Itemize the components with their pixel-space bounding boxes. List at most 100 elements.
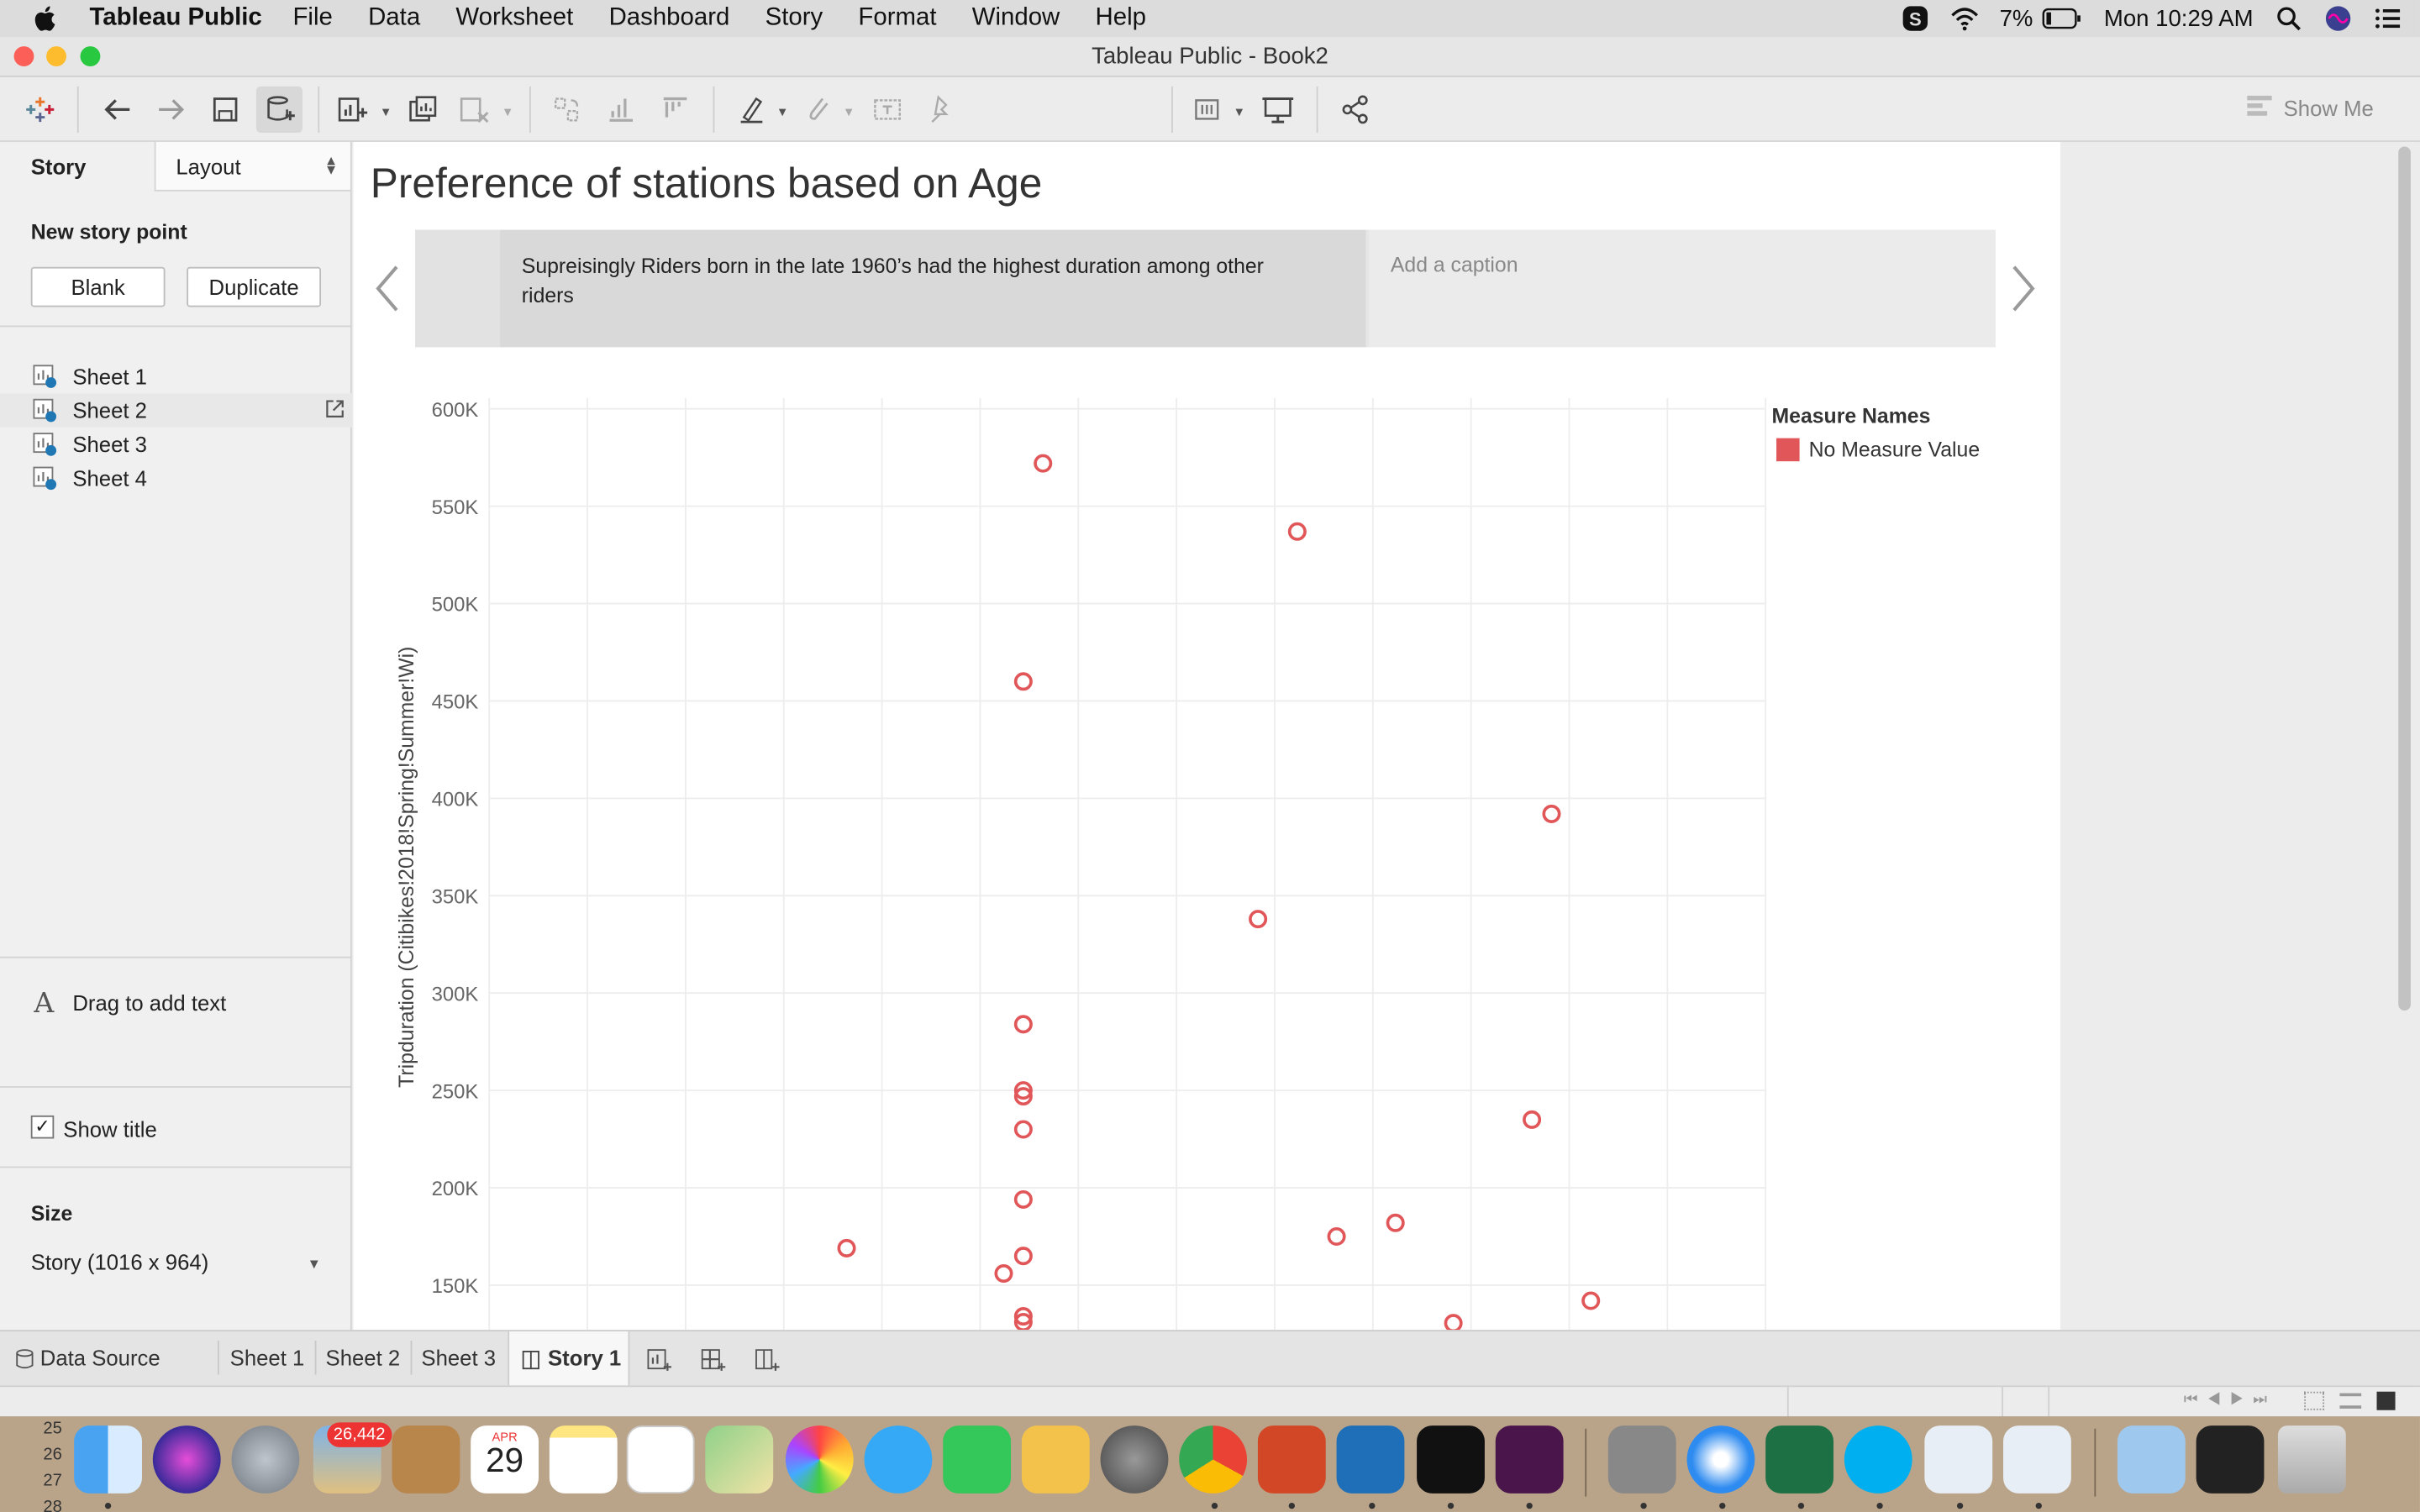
scatter-point[interactable] (1013, 1307, 1033, 1326)
folder-dock-icon[interactable] (2117, 1425, 2186, 1494)
clear-sheet-icon[interactable] (454, 90, 494, 130)
sort-descending-icon[interactable] (655, 90, 695, 130)
next-story-point-icon[interactable] (2008, 262, 2039, 314)
tab-story-1[interactable]: Story 1 (548, 1345, 622, 1370)
show-me-button[interactable]: Show Me (2246, 95, 2374, 120)
swap-rows-columns-icon[interactable] (546, 90, 587, 130)
scatter-point[interactable] (1386, 1213, 1405, 1232)
powerpoint-dock-icon[interactable] (1257, 1425, 1326, 1494)
fix-axes-icon[interactable] (920, 90, 960, 130)
scatter-point[interactable] (1013, 1189, 1033, 1209)
menu-dashboard[interactable]: Dashboard (608, 4, 730, 31)
show-cards-dropdown-icon[interactable]: ▼ (1233, 104, 1246, 119)
scatter-point[interactable] (1013, 1120, 1033, 1139)
scatter-point[interactable] (1444, 1314, 1463, 1331)
story-title[interactable]: Preference of stations based on Age (370, 160, 1043, 207)
spotlight-search-icon[interactable] (2275, 5, 2302, 33)
new-worksheet-tab-icon[interactable] (645, 1346, 673, 1373)
show-mark-labels-icon[interactable] (867, 90, 908, 130)
utilities-dock-icon[interactable] (1607, 1425, 1676, 1494)
go-to-sheet-icon[interactable] (324, 398, 346, 420)
story-point-blank[interactable] (415, 229, 501, 348)
sheet-navigation-arrows-icon[interactable]: ⏮◀▶⏭ (2183, 1391, 2276, 1409)
tableau-logo-icon[interactable] (20, 90, 60, 130)
undo-icon[interactable] (97, 90, 138, 130)
duplicate-sheet-icon[interactable] (402, 90, 443, 130)
new-worksheet-dropdown-icon[interactable]: ▼ (379, 104, 392, 119)
trash-dock-icon[interactable] (2277, 1425, 2346, 1494)
highlight-dropdown-icon[interactable]: ▼ (776, 104, 789, 119)
tab-sheet-2[interactable]: Sheet 2 (325, 1345, 401, 1370)
slack-dock-icon[interactable] (1495, 1425, 1564, 1494)
new-data-source-icon[interactable] (255, 86, 302, 133)
battery-icon[interactable] (2042, 8, 2082, 29)
skype-status-icon[interactable]: S (1901, 5, 1928, 33)
finder-dock-icon[interactable] (74, 1425, 142, 1494)
siri-icon[interactable] (2324, 5, 2352, 33)
story-sheet-item-4[interactable]: Sheet 4 (0, 461, 352, 495)
screenshot-dock-icon[interactable] (2196, 1425, 2265, 1494)
legend-swatch[interactable] (1776, 438, 1800, 462)
menu-file[interactable]: File (292, 4, 333, 31)
minimize-window-button[interactable] (46, 46, 66, 66)
calendar-dock-icon[interactable]: APR 29 (471, 1425, 539, 1494)
system-preferences-dock-icon[interactable] (1100, 1425, 1169, 1494)
scatter-chart[interactable]: 600K 550K 500K 450K 400K 350K 300K 250K 200K 150K… (386, 370, 2022, 1331)
scatter-point[interactable] (1249, 910, 1268, 929)
scatter-point[interactable] (837, 1238, 856, 1257)
contacts-dock-icon[interactable] (392, 1425, 460, 1494)
story-sheet-item-3[interactable]: Sheet 3 (0, 428, 352, 461)
story-sheet-item-2[interactable]: Sheet 2 (0, 393, 352, 428)
duplicate-story-point-button[interactable]: Duplicate (187, 266, 322, 307)
share-icon[interactable] (1335, 90, 1376, 130)
launchpad-dock-icon[interactable] (231, 1425, 300, 1494)
chrome-dock-icon[interactable] (1179, 1425, 1248, 1494)
apple-menu-icon[interactable] (31, 3, 62, 34)
story-pane-tab[interactable]: Story (30, 154, 87, 180)
scatter-point[interactable] (1013, 1015, 1033, 1034)
wifi-icon[interactable] (1950, 5, 1978, 33)
story-sheet-item-1[interactable]: Sheet 1 (0, 360, 352, 393)
terminal-dock-icon[interactable] (1417, 1425, 1485, 1494)
excel-dock-icon[interactable] (1765, 1425, 1833, 1494)
menubar-clock[interactable]: Mon 10:29 AM (2103, 5, 2254, 32)
reminders-dock-icon[interactable] (626, 1425, 695, 1494)
messages-dock-icon[interactable] (864, 1425, 933, 1494)
scatter-point[interactable] (1034, 454, 1053, 473)
show-cards-icon[interactable] (1188, 90, 1228, 130)
group-members-dropdown-icon[interactable]: ▼ (842, 104, 855, 119)
drag-text-object[interactable]: A Drag to add text (31, 987, 339, 1021)
group-members-icon[interactable] (798, 90, 839, 130)
story-size-dropdown[interactable]: Story (1016 x 964) ▼ (31, 1250, 328, 1284)
tabs-view-icon[interactable] (2376, 1391, 2396, 1410)
filmstrip-icon[interactable] (2339, 1393, 2362, 1409)
menu-window[interactable]: Window (971, 4, 1060, 31)
scatter-point[interactable] (1013, 1247, 1033, 1266)
scatter-point[interactable] (1287, 522, 1307, 541)
add-caption-story-point[interactable]: Add a caption (1369, 229, 1996, 348)
pages-dock-icon[interactable] (1021, 1425, 1090, 1494)
scatter-point[interactable] (1013, 1313, 1033, 1331)
scatter-point[interactable] (1523, 1110, 1542, 1129)
scatter-point[interactable] (1581, 1291, 1601, 1310)
siri-dock-icon[interactable] (152, 1425, 221, 1494)
y-axis-label[interactable]: Tripduration (Citibikes!2018!Spring!Summ… (396, 647, 418, 1088)
menu-story[interactable]: Story (765, 4, 823, 31)
tableau-public-dock-icon[interactable] (2003, 1425, 2071, 1494)
menu-data[interactable]: Data (368, 4, 421, 31)
sheet-sorter-icon[interactable] (2304, 1391, 2325, 1410)
safari-dock-icon[interactable] (1686, 1425, 1755, 1494)
scatter-point[interactable] (994, 1264, 1013, 1284)
highlight-icon[interactable] (732, 90, 772, 130)
app-name-menu[interactable]: Tableau Public (89, 4, 262, 31)
presentation-mode-icon[interactable] (1258, 90, 1298, 130)
notification-center-icon[interactable] (2374, 5, 2402, 33)
tableau-dock-icon[interactable] (1924, 1425, 1993, 1494)
menu-worksheet[interactable]: Worksheet (455, 4, 574, 31)
vertical-scrollbar[interactable] (2398, 146, 2411, 1011)
scatter-point[interactable] (1013, 1087, 1033, 1106)
scatter-point[interactable] (1542, 804, 1561, 823)
notes-dock-icon[interactable] (549, 1425, 618, 1494)
tab-sheet-1[interactable]: Sheet 1 (229, 1345, 305, 1370)
clear-sheet-dropdown-icon[interactable]: ▼ (501, 104, 514, 119)
